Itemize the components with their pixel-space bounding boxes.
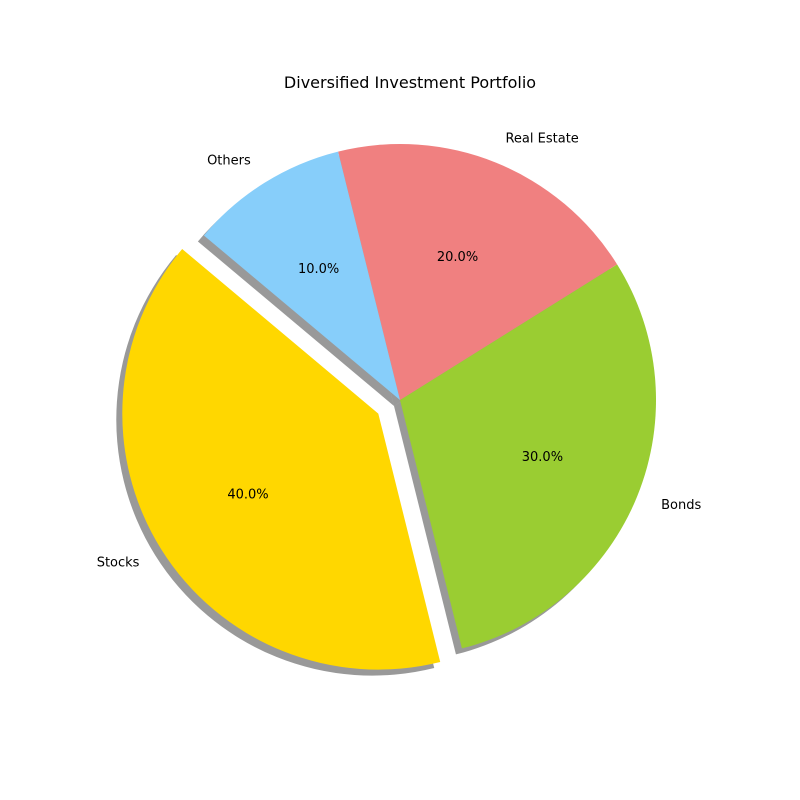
chart-title: Diversified Investment Portfolio	[284, 73, 536, 92]
pct-label-real-estate: 20.0%	[437, 250, 478, 265]
pct-label-stocks: 40.0%	[227, 487, 268, 502]
pct-label-others: 10.0%	[298, 262, 339, 277]
slice-others	[203, 151, 400, 400]
slice-bonds	[400, 264, 657, 649]
slice-label-bonds: Bonds	[661, 498, 701, 513]
slice-label-others: Others	[207, 154, 251, 169]
pct-label-bonds: 30.0%	[522, 450, 563, 465]
slice-real-estate	[338, 144, 618, 400]
label-layer: Stocks 40.0% Bonds 30.0% Real Estate 20.0% Oth…	[97, 131, 702, 570]
slice-stocks	[122, 249, 441, 670]
slice-layer	[122, 144, 657, 670]
slice-label-real-estate: Real Estate	[505, 131, 578, 146]
slice-label-stocks: Stocks	[97, 555, 140, 570]
